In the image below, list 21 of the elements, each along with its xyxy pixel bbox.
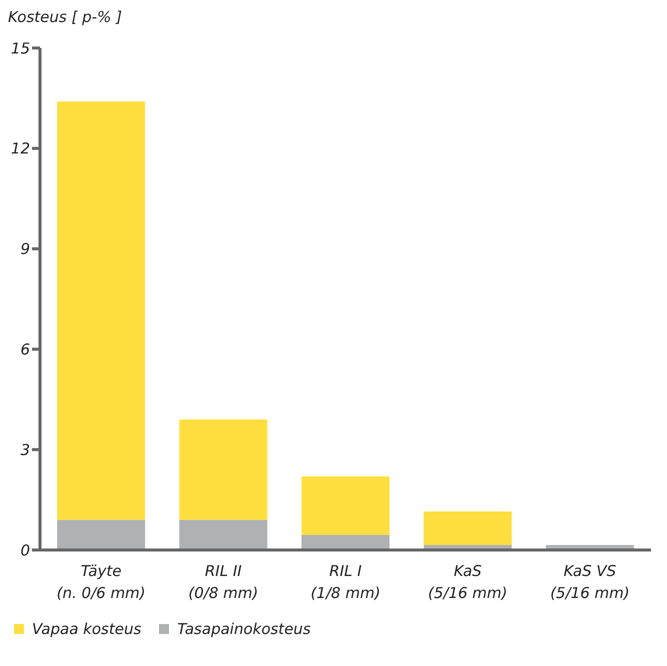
- bar: [424, 512, 512, 545]
- x-tick-label: KaS VS (5/16 mm): [550, 562, 630, 602]
- x-tick-label: RIL I (1/8 mm): [310, 562, 380, 602]
- y-tick-label: 3: [20, 440, 30, 459]
- y-tick-label: 6: [20, 340, 30, 359]
- legend-label: Vapaa kosteus: [31, 620, 142, 638]
- y-axis-title: Kosteus [ p-% ]: [8, 8, 123, 28]
- bar: [302, 534, 390, 550]
- x-tick-label: Täyte (n. 0/6 mm): [56, 562, 146, 602]
- x-tick-label: RIL II (0/8 mm): [188, 562, 258, 602]
- y-tick-label: 0: [20, 541, 30, 560]
- bar: [57, 520, 146, 550]
- y-tick-label: 12: [10, 140, 30, 158]
- bar: [179, 419, 268, 520]
- y-tick-label: 9: [20, 240, 30, 258]
- y-tick-label: 15: [10, 39, 30, 58]
- bar: [302, 476, 390, 535]
- x-tick-label: KaS (5/16 mm): [428, 562, 508, 602]
- bar: [57, 102, 146, 520]
- legend-label: Tasapainokosteus: [176, 620, 311, 638]
- bar: [179, 520, 268, 550]
